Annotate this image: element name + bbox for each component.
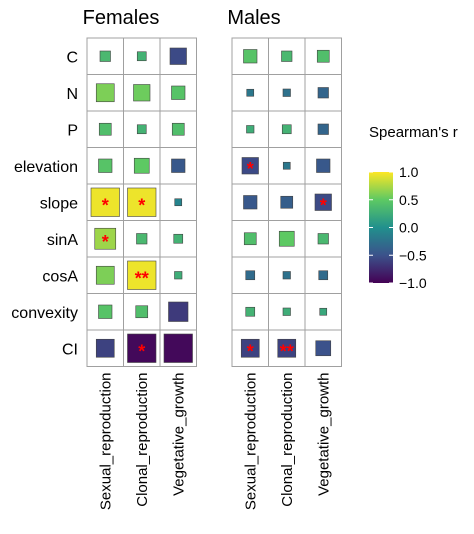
males-column-label-3: Vegetative_growth — [315, 373, 332, 496]
males-square-sina-3 — [318, 234, 329, 245]
females-significance-cosa-2: ** — [135, 268, 149, 288]
colorbar-tick-label-4: −1.0 — [399, 275, 427, 291]
females-square-c-3 — [170, 48, 187, 65]
males-panel: Males *** **Sexual_reproduction Clonal_rep… — [227, 7, 341, 510]
females-column-label-1: Sexual_reproduction — [97, 373, 114, 511]
females-square-c-1 — [100, 51, 111, 62]
colorbar-legend: Spearman's r 1.0 0.5 0.0 −0.5 −1.0 — [369, 124, 458, 291]
females-square-n-1 — [96, 84, 114, 102]
males-column-label-2: Clonal_reproduction — [279, 373, 296, 507]
colorbar-tick-label-3: −0.5 — [399, 247, 427, 263]
males-square-slope-1 — [244, 196, 258, 210]
males-square-p-3 — [318, 124, 329, 135]
row-label-n: N — [66, 86, 78, 103]
row-label-cosa: cosA — [42, 268, 78, 285]
males-square-cosa-3 — [319, 271, 328, 280]
females-square-cosa-3 — [175, 272, 183, 280]
males-square-c-3 — [317, 50, 329, 62]
females-square-elevation-2 — [134, 158, 149, 173]
females-square-elevation-3 — [172, 159, 186, 173]
males-significance-ci-1: * — [247, 341, 254, 361]
females-square-c-2 — [137, 52, 146, 61]
males-square-convexity-1 — [246, 307, 255, 316]
females-square-ci-1 — [96, 339, 114, 357]
legend-title: Spearman's r — [369, 124, 458, 141]
males-square-cosa-2 — [283, 272, 291, 280]
males-square-n-1 — [247, 89, 254, 96]
females-significance-ci-2: * — [138, 341, 145, 361]
males-significance-slope-3: * — [320, 195, 327, 215]
females-square-ci-3 — [164, 334, 193, 363]
females-significance-sina-1: * — [102, 232, 109, 252]
males-square-n-2 — [283, 89, 291, 97]
females-panel: Females * *****Sexual_reproduction Clonal_… — [83, 7, 197, 510]
females-column-label-3: Vegetative_growth — [170, 373, 187, 496]
colorbar-tick-label-0: 1.0 — [399, 164, 419, 180]
females-square-convexity-1 — [99, 305, 113, 319]
females-square-p-3 — [172, 123, 184, 135]
row-label-elevation: elevation — [14, 159, 78, 176]
females-significance-slope-1: * — [102, 195, 109, 215]
males-square-p-1 — [247, 126, 255, 134]
females-square-p-2 — [137, 125, 146, 134]
females-square-sina-2 — [137, 234, 148, 245]
row-label-p: P — [67, 122, 78, 139]
females-square-p-1 — [99, 123, 111, 135]
row-label-sina: sinA — [47, 232, 78, 249]
colorbar-tick-label-2: 0.0 — [399, 220, 419, 236]
females-square-cosa-1 — [96, 266, 114, 284]
males-square-convexity-3 — [320, 308, 327, 315]
males-square-n-3 — [318, 88, 329, 99]
males-significance-ci-2: ** — [280, 341, 294, 361]
males-square-convexity-2 — [283, 308, 291, 316]
females-square-convexity-2 — [136, 306, 148, 318]
females-square-slope-3 — [175, 199, 182, 206]
males-square-slope-2 — [281, 196, 293, 208]
colorbar-tick-label-1: 0.5 — [399, 192, 419, 208]
males-square-c-2 — [282, 51, 293, 62]
males-square-elevation-3 — [317, 159, 331, 173]
females-square-sina-3 — [174, 234, 183, 243]
males-square-sina-2 — [279, 231, 294, 246]
males-square-sina-1 — [244, 233, 256, 245]
females-significance-slope-2: * — [138, 195, 145, 215]
males-square-p-2 — [282, 125, 291, 134]
males-column-label-1: Sexual_reproduction — [242, 373, 259, 511]
females-square-elevation-1 — [99, 159, 113, 173]
females-column-label-2: Clonal_reproduction — [134, 373, 151, 507]
males-square-ci-3 — [316, 341, 331, 356]
females-square-n-2 — [134, 85, 151, 102]
row-label-c: C — [66, 49, 78, 66]
males-square-cosa-1 — [246, 271, 255, 280]
males-square-c-1 — [244, 50, 258, 64]
row-label-ci: CI — [62, 341, 78, 358]
females-square-convexity-3 — [169, 302, 189, 322]
females-square-n-3 — [172, 86, 186, 100]
males-panel-title: Males — [227, 7, 280, 29]
males-square-elevation-2 — [283, 162, 290, 169]
males-significance-elevation-1: * — [247, 159, 254, 179]
females-panel-title: Females — [83, 7, 160, 29]
row-label-convexity: convexity — [11, 305, 78, 322]
row-label-slope: slope — [40, 195, 78, 212]
